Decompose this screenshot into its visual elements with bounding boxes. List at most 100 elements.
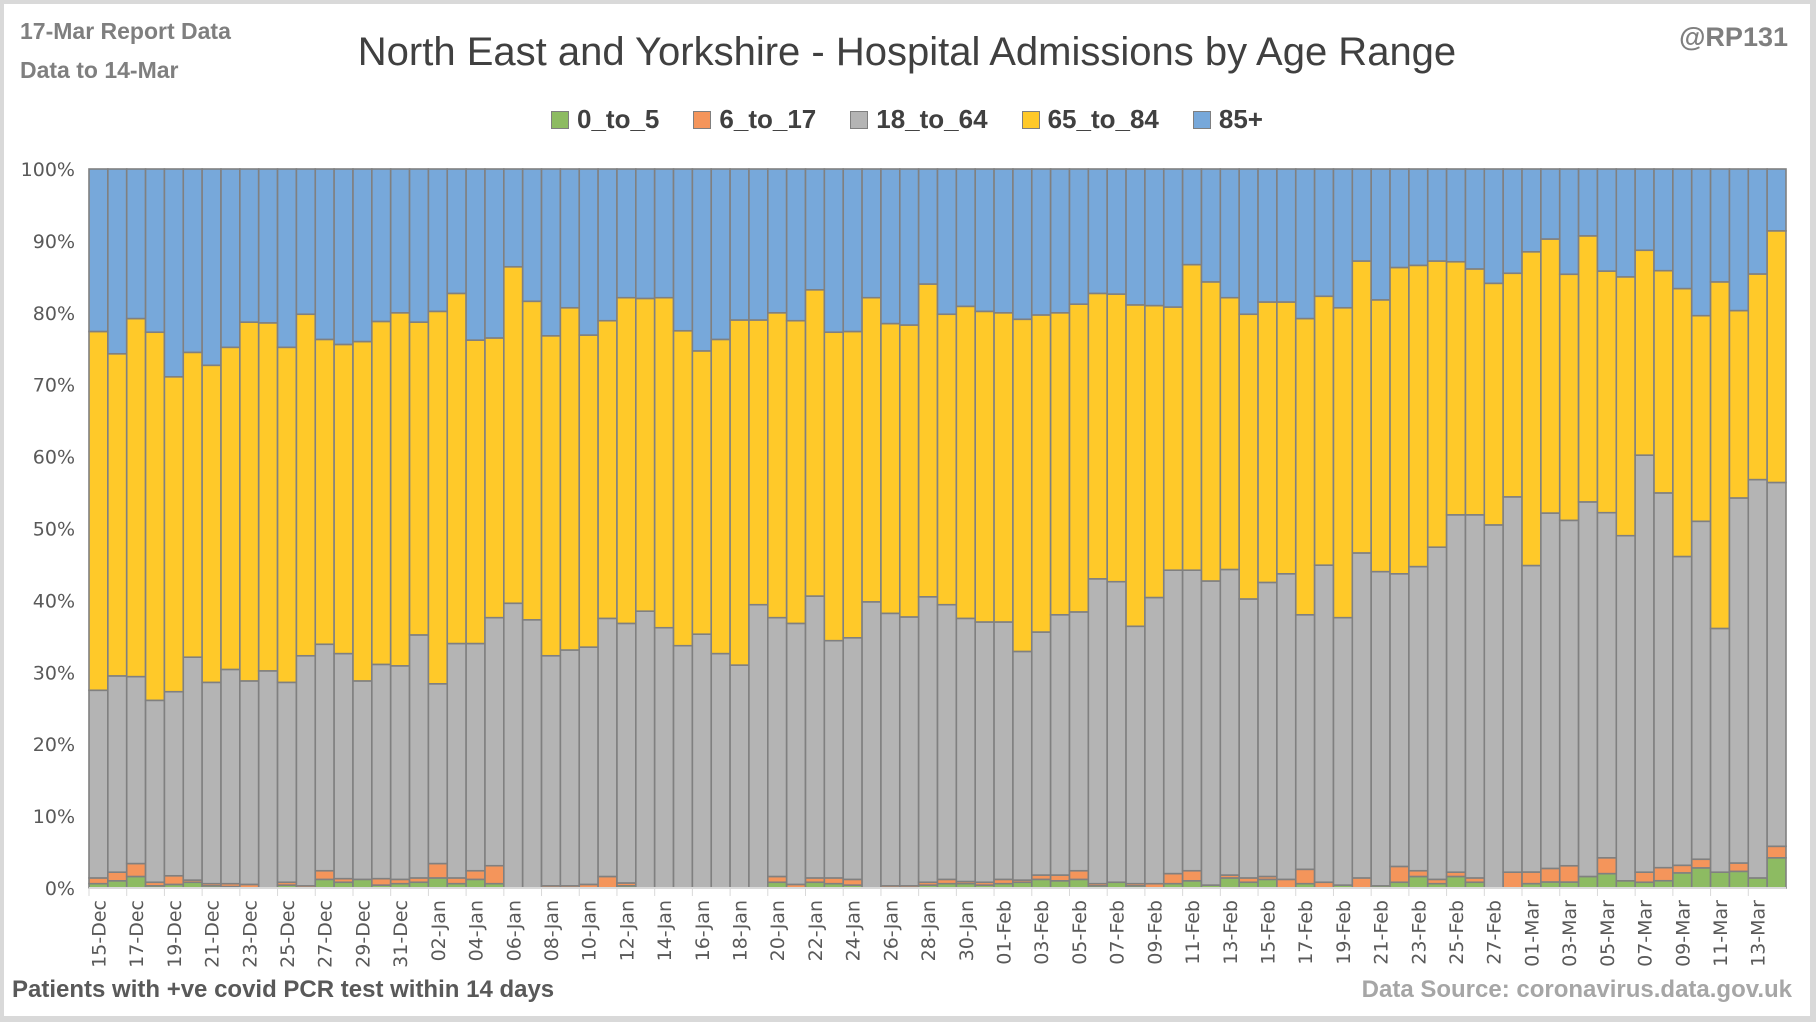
bar-segment-6-to-17 — [823, 877, 845, 885]
y-tick-label: 90% — [33, 231, 75, 253]
bar-segment-18-to-64 — [333, 652, 354, 880]
bar-stack — [1257, 168, 1278, 889]
bar-segment-6-to-17 — [1728, 862, 1750, 873]
bar-stack — [766, 168, 788, 889]
bar-stack — [257, 168, 279, 889]
bar-segment-6-to-17 — [107, 871, 128, 882]
bar-segment-85- — [578, 168, 599, 336]
legend-label: 6_to_17 — [719, 104, 817, 134]
x-tick-label: 03-Feb — [1031, 900, 1053, 965]
x-tick-label: 16-Jan — [692, 900, 714, 961]
bar-segment-65-to-84 — [1294, 317, 1316, 616]
bar-segment-65-to-84 — [1012, 318, 1033, 653]
bar-segment-65-to-84 — [352, 340, 373, 682]
chart-title: North East and Yorkshire - Hospital Admi… — [357, 30, 1457, 74]
x-tick-label: 31-Dec — [390, 900, 412, 968]
bar-segment-0-to-5 — [1257, 878, 1278, 889]
bar-stack — [1596, 168, 1618, 889]
bar-segment-18-to-64 — [1389, 572, 1410, 868]
data-to-label: Data to 14-Mar — [20, 57, 179, 83]
bar-segment-18-to-64 — [1257, 581, 1278, 878]
bar-segment-18-to-64 — [484, 616, 505, 867]
bar-segment-18-to-64 — [1238, 598, 1259, 879]
legend-label: 18_to_64 — [876, 104, 988, 134]
bar-stack — [955, 168, 977, 889]
bar-segment-18-to-64 — [239, 680, 260, 886]
bar-segment-85- — [446, 168, 467, 295]
bar-segment-85- — [333, 168, 354, 346]
bar-segment-65-to-84 — [484, 337, 505, 619]
bar-segment-65-to-84 — [1181, 263, 1203, 572]
legend-item-18-to-64: 18_to_64 — [850, 104, 988, 135]
x-tick-label: 21-Dec — [202, 900, 224, 968]
x-tick-label: 05-Feb — [1069, 900, 1091, 965]
bar-segment-65-to-84 — [1276, 301, 1297, 575]
bar-segment-85- — [408, 168, 430, 323]
bar-stack — [1068, 168, 1090, 889]
y-tick-label: 50% — [33, 519, 75, 541]
x-tick-label: 20-Jan — [767, 900, 789, 961]
bar-stack — [842, 168, 863, 889]
legend-item-6-to-17: 6_to_17 — [693, 104, 816, 135]
bar-segment-85- — [616, 168, 637, 299]
bar-segment-85- — [748, 168, 769, 321]
bar-segment-85- — [1049, 168, 1071, 314]
bar-segment-85- — [314, 168, 335, 341]
bar-segment-0-to-5 — [1728, 870, 1750, 889]
x-tick-label: 29-Dec — [352, 900, 374, 968]
bar-segment-18-to-64 — [352, 680, 373, 881]
bar-stack — [1389, 168, 1410, 889]
bar-segment-18-to-64 — [936, 603, 958, 881]
bar-segment-18-to-64 — [804, 595, 826, 879]
bar-segment-85- — [1219, 168, 1240, 299]
x-tick-label: 23-Dec — [239, 900, 261, 968]
bar-segment-6-to-17 — [1294, 868, 1316, 885]
bar-stack — [1577, 168, 1599, 889]
bar-segment-18-to-64 — [1596, 511, 1618, 859]
bar-segment-18-to-64 — [691, 633, 713, 889]
bar-segment-18-to-64 — [1068, 611, 1090, 872]
bar-segment-65-to-84 — [1426, 260, 1448, 548]
bar-segment-85- — [1521, 168, 1542, 253]
bar-segment-65-to-84 — [1313, 295, 1335, 566]
bar-segment-18-to-64 — [1690, 520, 1712, 861]
bar-stack — [1728, 168, 1750, 889]
bar-segment-0-to-5 — [1596, 872, 1618, 889]
bar-stack — [125, 168, 147, 889]
bar-segment-6-to-17 — [1596, 857, 1618, 875]
bar-segment-18-to-64 — [766, 616, 788, 878]
bar-segment-0-to-5 — [1672, 872, 1693, 889]
bar-segment-85- — [1162, 168, 1184, 308]
bar-segment-6-to-17 — [88, 877, 109, 885]
x-tick-label: 30-Jan — [956, 900, 978, 961]
bar-segment-18-to-64 — [861, 601, 882, 889]
data-source: Data Source: coronavirus.data.gov.uk — [1361, 976, 1792, 1003]
bar-stack — [540, 168, 562, 889]
bar-segment-85- — [389, 168, 411, 314]
bar-segment-6-to-17 — [163, 874, 185, 886]
bar-segment-65-to-84 — [125, 317, 147, 678]
bar-segment-65-to-84 — [333, 343, 354, 655]
bar-segment-85- — [1653, 168, 1674, 272]
bar-stack — [1087, 168, 1109, 889]
x-tick-label: 07-Mar — [1635, 900, 1657, 967]
bar-segment-18-to-64 — [1540, 512, 1561, 870]
bar-segment-18-to-64 — [993, 621, 1014, 881]
bar-segment-65-to-84 — [1200, 281, 1222, 582]
bar-stack — [1181, 168, 1203, 889]
bar-segment-0-to-5 — [1408, 875, 1429, 889]
x-tick-label: 24-Jan — [843, 900, 865, 961]
bar-segment-6-to-17 — [1049, 874, 1071, 882]
bar-segment-18-to-64 — [1653, 492, 1674, 869]
bar-segment-18-to-64 — [1728, 497, 1750, 864]
bar-segment-65-to-84 — [635, 297, 656, 612]
bar-segment-6-to-17 — [1068, 869, 1090, 881]
bar-segment-85- — [540, 168, 562, 337]
bar-segment-85- — [521, 168, 543, 303]
bar-segment-65-to-84 — [182, 351, 203, 659]
bar-segment-18-to-64 — [1106, 580, 1127, 884]
bar-segment-0-to-5 — [1049, 880, 1071, 889]
bar-segment-65-to-84 — [371, 320, 392, 666]
bar-segment-6-to-17 — [766, 875, 788, 884]
bar-segment-18-to-64 — [276, 681, 298, 884]
